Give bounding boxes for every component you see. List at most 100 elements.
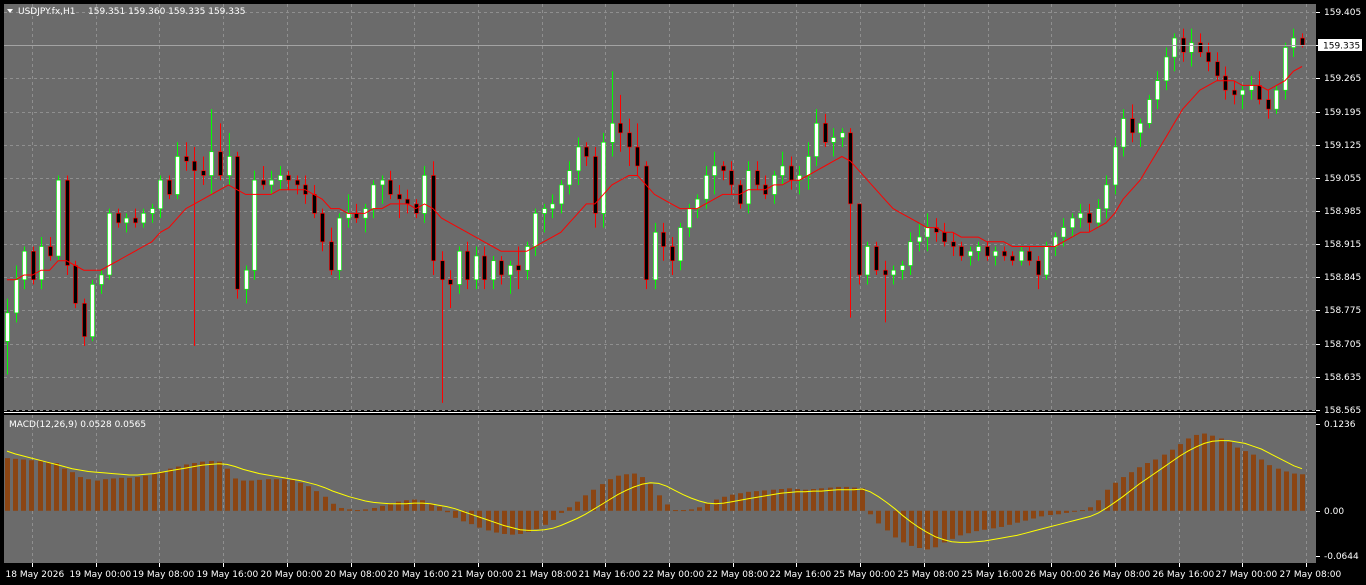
candle-body xyxy=(959,246,964,257)
macd-histogram-bar xyxy=(526,510,531,532)
macd-histogram-bar xyxy=(111,478,116,511)
candle-body xyxy=(644,165,649,281)
macd-histogram-bar xyxy=(78,477,83,511)
price-label: 158.635 xyxy=(1324,373,1361,383)
time-label: 22 May 00:00 xyxy=(643,570,705,580)
candle-body xyxy=(635,146,640,167)
candle-body xyxy=(1206,51,1211,63)
price-scale[interactable]: 159.405 159.335 159.265 159.195 159.125 159.0… xyxy=(1316,8,1362,416)
candle-body xyxy=(1240,89,1245,96)
macd-histogram-bar xyxy=(1243,451,1248,511)
macd-histogram-bar xyxy=(363,509,368,511)
macd-histogram-bar xyxy=(1096,500,1101,511)
candle-body xyxy=(1172,37,1177,58)
macd-histogram-bar xyxy=(160,471,165,511)
candle-body xyxy=(840,132,845,138)
macd-histogram-bar xyxy=(1080,510,1085,512)
macd-label: MACD(12,26,9) 0.0528 0.0565 xyxy=(9,420,146,430)
time-label: 22 May 08:00 xyxy=(707,570,769,580)
macd-panel-background xyxy=(4,415,1316,563)
macd-histogram-bar xyxy=(1056,510,1061,515)
macd-histogram-bar xyxy=(950,510,955,539)
macd-histogram-bar xyxy=(551,510,556,520)
time-label: 18 May 2026 xyxy=(6,570,65,580)
candle-body xyxy=(354,213,359,219)
candle-body xyxy=(90,284,95,337)
macd-scale[interactable]: 0.1236 0.00 -0.0644 xyxy=(1316,420,1359,562)
macd-histogram-bar xyxy=(282,479,287,511)
macd-histogram-bar xyxy=(616,475,621,511)
candle-body xyxy=(687,208,692,228)
candle-body xyxy=(712,165,717,176)
macd-histogram-bar xyxy=(648,484,653,511)
macd-histogram-bar xyxy=(982,510,987,530)
candle-body xyxy=(704,175,709,200)
macd-histogram-bar xyxy=(184,464,189,511)
candle-body xyxy=(158,179,163,209)
macd-histogram-bar xyxy=(241,480,246,511)
candle-body xyxy=(1147,99,1152,124)
macd-histogram-bar xyxy=(347,509,352,511)
macd-histogram-bar xyxy=(868,510,873,515)
candle-body xyxy=(278,175,283,181)
ohlc-values: 159.351 159.360 159.335 159.335 xyxy=(88,7,245,17)
candle-body xyxy=(397,194,402,200)
time-label: 26 May 08:00 xyxy=(1089,570,1151,580)
time-scale[interactable]: 18 May 2026 19 May 00:00 19 May 08:00 19 Ma… xyxy=(6,563,1342,580)
macd-histogram-bar xyxy=(192,463,197,511)
macd-histogram-bar xyxy=(787,488,792,511)
macd-histogram-bar xyxy=(209,460,214,511)
price-panel-background xyxy=(4,4,1316,410)
macd-histogram-bar xyxy=(477,510,482,528)
macd-histogram-bar xyxy=(1105,489,1110,511)
candle-body xyxy=(116,213,121,224)
candle-body xyxy=(508,265,513,276)
macd-histogram-bar xyxy=(876,510,881,524)
macd-histogram-bar xyxy=(103,479,108,511)
macd-histogram-bar xyxy=(1015,510,1020,523)
macd-histogram-bar xyxy=(95,480,100,511)
candle-body xyxy=(891,269,896,276)
macd-histogram-bar xyxy=(640,477,645,511)
time-label: 21 May 16:00 xyxy=(579,570,641,580)
candle-body xyxy=(900,265,905,271)
candle-body xyxy=(746,170,751,205)
candle-body xyxy=(1257,85,1262,100)
macd-histogram-bar xyxy=(1300,474,1305,511)
macd-histogram-bar xyxy=(38,460,43,511)
macd-histogram-bar xyxy=(274,479,279,511)
candle-body xyxy=(295,179,300,186)
macd-histogram-bar xyxy=(257,479,262,511)
macd-histogram-bar xyxy=(746,491,751,511)
candle-body xyxy=(175,156,180,195)
candle-body xyxy=(1104,184,1109,209)
candle-body xyxy=(235,156,240,290)
candle-body xyxy=(925,227,930,238)
macd-histogram-bar xyxy=(298,482,303,511)
candle-body xyxy=(312,194,317,214)
macd-scale-label: 0.00 xyxy=(1324,507,1344,517)
macd-histogram-bar xyxy=(795,489,800,511)
candle-body xyxy=(150,208,155,214)
candle-body xyxy=(1070,217,1075,228)
macd-histogram-bar xyxy=(665,504,670,511)
macd-histogram-bar xyxy=(1235,447,1240,511)
candle-body xyxy=(550,203,555,209)
candle-body xyxy=(874,246,879,271)
macd-histogram-bar xyxy=(819,488,824,511)
candle-body xyxy=(618,123,623,134)
collapse-triangle-icon[interactable] xyxy=(7,9,13,13)
candle-body xyxy=(48,246,53,257)
macd-histogram-bar xyxy=(420,500,425,511)
macd-histogram-bar xyxy=(437,506,442,511)
candle-body xyxy=(1283,47,1288,91)
candle-body xyxy=(559,184,564,205)
macd-histogram-bar xyxy=(225,468,230,511)
candle-body xyxy=(1291,37,1296,48)
macd-histogram-bar xyxy=(29,460,34,511)
candle-body xyxy=(261,179,266,186)
macd-histogram-bar xyxy=(844,486,849,511)
macd-histogram-bar xyxy=(143,475,148,511)
macd-histogram-bar xyxy=(1170,449,1175,511)
